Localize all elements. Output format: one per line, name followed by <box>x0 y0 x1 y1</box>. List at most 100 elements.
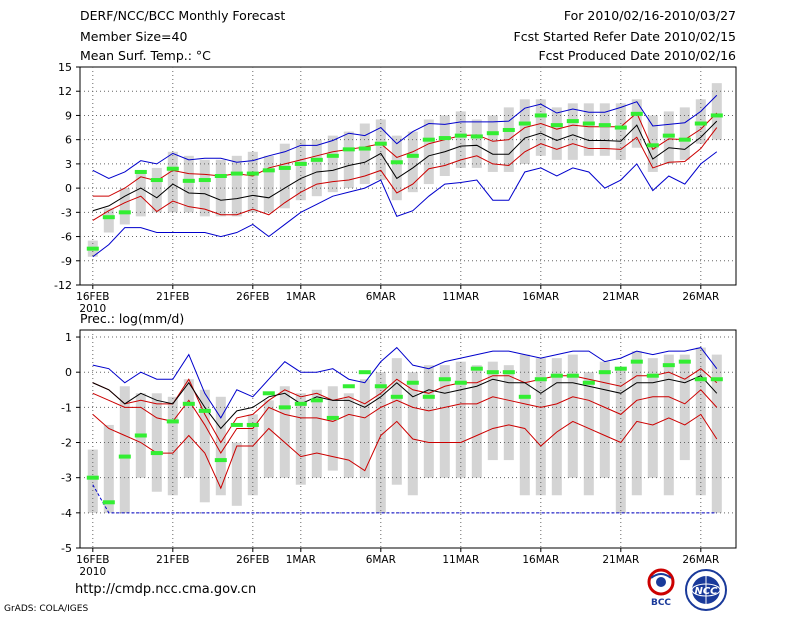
observation-marker <box>678 359 691 364</box>
forecast-produced-date: Fcst Produced Date 2010/02/16 <box>538 48 736 63</box>
ensemble-box <box>279 143 290 209</box>
x-tick-label: 26FEB <box>236 554 269 566</box>
ensemble-box <box>231 442 242 506</box>
observation-marker <box>278 165 291 170</box>
ensemble-box <box>519 99 530 164</box>
x-tick-label: 6MAR <box>366 554 396 566</box>
bcc-logo: BCC <box>640 568 682 608</box>
observation-marker <box>534 377 547 382</box>
observation-marker <box>406 153 419 158</box>
observation-marker <box>694 121 707 126</box>
ensemble-box <box>679 107 690 160</box>
observation-marker <box>646 373 659 378</box>
series-line-mean <box>92 120 718 212</box>
y-tick-label: -4 <box>61 507 72 520</box>
x-tick-label: 11MAR <box>442 291 479 303</box>
ensemble-box <box>487 361 498 461</box>
observation-marker <box>150 451 163 456</box>
y-tick-label: -12 <box>54 279 72 292</box>
series-line-max <box>92 94 718 179</box>
series-line-lower <box>92 127 718 221</box>
observation-marker <box>518 394 531 399</box>
ensemble-box <box>439 365 450 478</box>
y-tick-label: -1 <box>61 401 72 414</box>
observation-marker <box>550 373 563 378</box>
x-tick-label: 26FEB <box>236 291 269 303</box>
observation-marker <box>374 384 387 389</box>
ensemble-box <box>519 354 530 496</box>
observation-marker <box>566 119 579 124</box>
y-tick-label: 1 <box>65 331 72 344</box>
ensemble-box <box>391 135 402 201</box>
x-tick-label: 21FEB <box>156 291 189 303</box>
bcc-logo-swirl <box>650 573 672 579</box>
source-url[interactable]: http://cmdp.ncc.cma.gov.cn <box>75 582 257 597</box>
ensemble-box <box>711 83 722 140</box>
y-tick-label: -3 <box>61 472 72 485</box>
ncc-logo-text: NCC <box>694 586 718 597</box>
ensemble-box <box>87 449 98 513</box>
observation-marker <box>150 178 163 183</box>
observation-marker <box>550 123 563 128</box>
ensemble-box <box>695 99 706 144</box>
observation-marker <box>662 363 675 368</box>
ensemble-box <box>663 111 674 164</box>
observation-marker <box>694 377 707 382</box>
observation-marker <box>598 370 611 375</box>
precip-variable-label: Prec.: log(mm/d) <box>80 311 184 326</box>
x-tick-label: 1MAR <box>286 291 316 303</box>
ensemble-box <box>663 354 674 496</box>
y-tick-label: -6 <box>61 231 72 244</box>
observation-marker <box>358 146 371 151</box>
series-line-max <box>92 346 718 419</box>
ensemble-box <box>711 354 722 513</box>
observation-marker <box>710 377 723 382</box>
observation-marker <box>438 377 451 382</box>
ensemble-box <box>487 115 498 172</box>
ensemble-box <box>503 365 514 461</box>
y-tick-label: 6 <box>65 134 72 147</box>
chart-title: DERF/NCC/BCC Monthly Forecast <box>80 8 286 23</box>
ensemble-box <box>103 424 114 513</box>
y-tick-label: 3 <box>65 158 72 171</box>
observation-marker <box>630 111 643 116</box>
ensemble-box <box>631 351 642 496</box>
observation-marker <box>662 133 675 138</box>
ensemble-box <box>151 167 162 213</box>
observation-marker <box>630 359 643 364</box>
ensemble-box <box>199 389 210 503</box>
observation-marker <box>566 373 579 378</box>
ensemble-box <box>551 358 562 496</box>
y-tick-label: -3 <box>61 206 72 219</box>
observation-marker <box>246 422 259 427</box>
observation-marker <box>470 366 483 371</box>
grads-credit: GrADS: COLA/IGES <box>4 604 89 614</box>
ensemble-box <box>567 354 578 478</box>
observation-marker <box>230 171 243 176</box>
series-line-upper <box>92 112 718 197</box>
observation-marker <box>198 408 211 413</box>
observation-marker <box>310 398 323 403</box>
ensemble-box <box>231 155 242 217</box>
y-tick-label: 12 <box>58 85 72 98</box>
series-line-low <box>92 413 718 490</box>
ensemble-box <box>135 171 146 217</box>
observation-marker <box>102 215 115 220</box>
observation-marker <box>390 160 403 165</box>
y-tick-label: 0 <box>65 366 72 379</box>
observation-marker <box>262 168 275 173</box>
y-tick-label: 0 <box>65 182 72 195</box>
ensemble-box <box>359 379 370 478</box>
series-line-upper <box>92 368 718 444</box>
observation-marker <box>358 370 371 375</box>
ensemble-box <box>695 347 706 496</box>
ensemble-box <box>599 361 610 478</box>
observation-marker <box>166 166 179 171</box>
x-tick-year-label: 2010 <box>79 303 106 315</box>
x-tick-label: 26MAR <box>682 554 719 566</box>
x-tick-label: 16FEB <box>76 554 109 566</box>
observation-marker <box>614 125 627 130</box>
observation-marker <box>406 380 419 385</box>
ensemble-box <box>119 386 130 513</box>
